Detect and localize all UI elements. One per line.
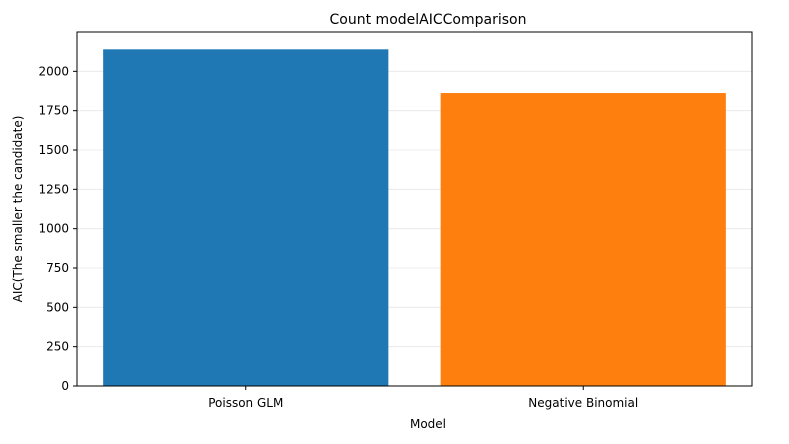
y-tick-label: 0 bbox=[61, 379, 69, 393]
y-tick-label: 1500 bbox=[38, 143, 69, 157]
plot-frame bbox=[76, 31, 753, 387]
x-axis-label: Model bbox=[410, 417, 446, 431]
x-axis-ticks: Poisson GLM Negative Binomial bbox=[208, 386, 638, 410]
x-tick-label: Negative Binomial bbox=[528, 396, 638, 410]
bar-poisson-glm bbox=[103, 49, 389, 386]
y-tick-label: 500 bbox=[46, 300, 69, 314]
y-tick-label: 1000 bbox=[38, 222, 69, 236]
bars bbox=[103, 49, 726, 386]
y-tick-label: 750 bbox=[46, 261, 69, 275]
y-tick-label: 1250 bbox=[38, 182, 69, 196]
bar-negative-binomial bbox=[440, 93, 726, 386]
y-tick-label: 2000 bbox=[38, 64, 69, 78]
y-tick-label: 250 bbox=[46, 340, 69, 354]
x-tick-label: Poisson GLM bbox=[208, 396, 283, 410]
y-tick-label: 1750 bbox=[38, 104, 69, 118]
y-axis-ticks: 0 250 500 750 1000 1250 1500 1750 2000 bbox=[38, 64, 77, 393]
chart-title: Count modelAICComparison bbox=[330, 12, 527, 28]
y-axis-label: AIC(The smaller the candidate) bbox=[11, 116, 25, 303]
